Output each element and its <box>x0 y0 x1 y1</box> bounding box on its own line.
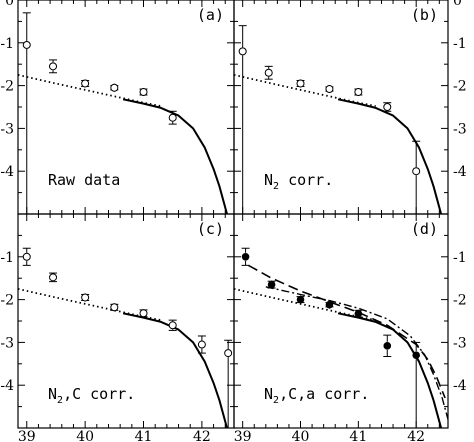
x-tick-label: 41 <box>135 429 153 442</box>
dashdot-fit-curve <box>265 286 448 420</box>
data-point <box>168 113 177 122</box>
y-tick-label: -1 <box>0 36 14 52</box>
data-point <box>296 295 305 304</box>
panel-3: -1 -2 -3 -4 39 40 41 42 (c) N2,C corr. <box>0 213 235 442</box>
data-point <box>354 309 363 318</box>
data-point <box>110 303 119 312</box>
y-tick-label: -4 <box>0 164 14 180</box>
annotation-main: N <box>264 171 273 189</box>
panel-annotation: N2,C corr. <box>48 385 135 406</box>
y-tick-label-right: -2 <box>453 79 467 95</box>
solid-model-curve <box>337 312 443 428</box>
data-point <box>168 321 177 330</box>
data-point <box>238 47 247 56</box>
y-tick-label-right: -2 <box>453 293 467 309</box>
dotted-model-curve <box>18 288 162 321</box>
y-tick-label-right: -1 <box>453 36 467 52</box>
data-point <box>412 351 420 360</box>
data-point <box>197 340 206 349</box>
y-tick-label: -3 <box>0 121 14 137</box>
data-point <box>325 85 334 94</box>
data-point <box>139 88 148 97</box>
x-tick-label: 40 <box>76 429 94 442</box>
solid-model-curve <box>122 98 228 214</box>
y-tick-label: -1 <box>0 250 14 266</box>
panel-annotation: N2,C,a corr. <box>264 385 369 406</box>
y-tick-label-right: -3 <box>453 335 467 351</box>
annotation-rest: ,C,a corr. <box>279 385 369 403</box>
annotation-main: N <box>264 385 273 403</box>
panel-label: (a) <box>197 6 224 24</box>
data-point <box>49 273 58 282</box>
solid-model-curve <box>122 312 228 428</box>
y-tick-label-right: -4 <box>453 378 467 394</box>
panel-1: 0 -1 -2 -3 -4 (a) Raw data <box>0 0 235 215</box>
panel-4: -1 -2 -3 -4 39 40 41 42 (d) N2,C,a corr. <box>233 213 467 442</box>
panel-2: -1 -2 -3 -4 0 (b) N2 corr. <box>233 0 467 215</box>
y-tick-label-right: 0 <box>453 0 462 9</box>
x-tick-label: 39 <box>234 429 252 442</box>
data-point <box>354 88 363 97</box>
x-tick-label: 42 <box>193 429 211 442</box>
panel-annotation: N2 corr. <box>264 171 333 192</box>
data-point <box>139 309 148 318</box>
panel-label: (d) <box>411 220 438 238</box>
y-tick-label-right: -4 <box>453 164 467 180</box>
panel-label: (b) <box>411 6 438 24</box>
data-point <box>325 300 334 309</box>
panel-annotation: Raw data <box>48 171 120 189</box>
dotted-model-curve <box>234 288 376 321</box>
data-point <box>383 103 392 111</box>
annotation-subscript: 2 <box>273 181 279 192</box>
panel-label: (c) <box>197 220 224 238</box>
x-tick-label: 39 <box>18 429 36 442</box>
annotation-main: Raw data <box>48 171 120 189</box>
data-point <box>81 293 90 302</box>
annotation-rest: corr. <box>279 171 333 189</box>
data-point <box>49 62 58 71</box>
annotation-rest: ,C corr. <box>63 385 135 403</box>
x-tick-label: 42 <box>407 429 425 442</box>
y-tick-label: -3 <box>0 335 14 351</box>
data-point <box>110 83 119 92</box>
annotation-main: N <box>48 385 57 403</box>
data-point <box>296 79 305 88</box>
dotted-model-curve <box>234 74 376 107</box>
y-tick-label: -2 <box>0 79 14 95</box>
x-tick-label: 41 <box>349 429 367 442</box>
data-point <box>22 252 31 261</box>
data-point <box>264 68 273 77</box>
annotation-subscript: 2 <box>273 395 279 406</box>
y-tick-label-right: -3 <box>453 121 467 137</box>
y-tick-label: -4 <box>0 378 14 394</box>
dotted-model-curve <box>18 74 162 107</box>
data-point <box>22 40 31 49</box>
data-point <box>383 342 392 350</box>
y-tick-label-right: -1 <box>453 250 467 266</box>
y-tick-label: -2 <box>0 293 14 309</box>
data-point <box>241 252 250 261</box>
solid-model-curve <box>337 98 443 214</box>
annotation-subscript: 2 <box>57 395 63 406</box>
y-tick-label: 0 <box>5 0 14 9</box>
dashed-fit-curve <box>248 264 446 399</box>
data-point <box>224 349 233 358</box>
data-point <box>412 167 421 176</box>
data-point <box>81 79 90 88</box>
x-tick-label: 40 <box>292 429 310 442</box>
data-point <box>267 280 276 289</box>
